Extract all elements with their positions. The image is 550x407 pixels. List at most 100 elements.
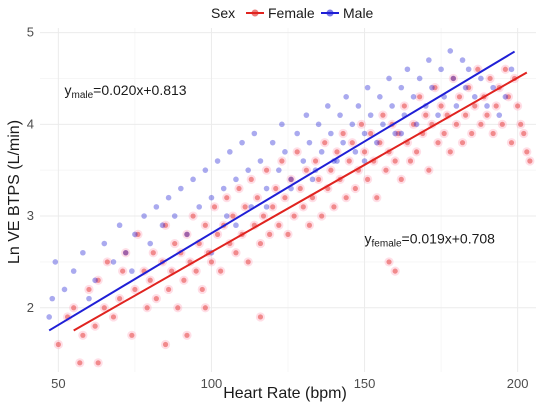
tick-labels: 50 100 150 200 2 3 4 5 (27, 25, 529, 391)
female-point-halo (265, 229, 275, 239)
female-point (508, 140, 515, 146)
female-point (202, 305, 208, 311)
male-point (471, 94, 478, 100)
female-point-halo (396, 174, 406, 184)
male-point (328, 130, 334, 137)
female-point-halo (108, 312, 119, 322)
female-point (319, 213, 325, 219)
female-point (518, 121, 524, 127)
male-point (309, 176, 316, 183)
female-point-halo (525, 156, 535, 166)
female-point (257, 240, 264, 247)
female-point (263, 167, 270, 173)
female-point-halo (115, 294, 125, 304)
legend-male-key (326, 9, 334, 17)
female-point (478, 121, 484, 127)
female-point-halo (222, 193, 232, 203)
female-point-halo (234, 183, 244, 194)
female-point (230, 213, 236, 219)
female-point (450, 75, 456, 82)
female-equation-text: =0.019x+0.708 (402, 231, 496, 247)
male-point (343, 94, 349, 100)
female-point-halo (350, 183, 360, 194)
female-point (515, 103, 521, 109)
female-point-halo (69, 303, 79, 313)
female-point (110, 314, 117, 320)
male-point (367, 112, 374, 118)
female-point-halo (84, 284, 94, 295)
female-point (383, 167, 389, 173)
female-point-halo (329, 202, 339, 212)
female-point-halo (430, 83, 440, 93)
female-point-halo (464, 83, 474, 93)
female-point-halo (405, 156, 416, 166)
female-point-halo (375, 138, 385, 148)
male-point (147, 240, 154, 247)
female-point-halo (424, 165, 434, 175)
female-point-halo (102, 257, 112, 267)
female-point-halo (182, 229, 192, 239)
male-point (288, 176, 294, 183)
male-point (233, 176, 239, 183)
female-point-halo (289, 211, 299, 221)
male-point (257, 158, 264, 164)
female-point-halo (460, 110, 471, 120)
female-point (95, 277, 101, 283)
female-point (361, 149, 368, 155)
female-point (438, 103, 444, 109)
female-point-halo (372, 193, 382, 203)
female-point (276, 222, 282, 228)
legend-male-label: Male (343, 5, 374, 21)
female-point (184, 332, 190, 338)
female-point-halo (240, 202, 250, 212)
female-point (328, 167, 334, 173)
female-fit-line (73, 71, 528, 332)
female-point-halo (286, 174, 296, 184)
female-point-halo (145, 275, 155, 285)
male-point (239, 139, 245, 146)
female-point (297, 185, 303, 192)
female-point (120, 268, 126, 274)
female-point (236, 185, 242, 192)
male-point (92, 277, 98, 284)
male-point (325, 103, 331, 109)
male-point (220, 185, 227, 192)
female-point-halo (160, 220, 171, 230)
male-point (86, 295, 92, 302)
female-point (340, 130, 346, 137)
male-point (447, 48, 454, 54)
female-point (499, 121, 505, 127)
female-point (300, 204, 306, 210)
female-point (343, 195, 349, 201)
male-point (214, 158, 221, 164)
female-point-halo (62, 312, 73, 322)
female-point (233, 250, 239, 256)
female-point (358, 121, 365, 127)
female-point (172, 240, 178, 247)
female-point (132, 286, 138, 293)
female-point-halo (179, 275, 189, 285)
female-point (242, 204, 248, 210)
female-point-halo (326, 165, 336, 175)
female-point (524, 149, 530, 155)
male-point (380, 121, 386, 128)
female-point-halo (522, 147, 532, 157)
male-point (355, 103, 362, 109)
female-point (55, 341, 61, 348)
female-point-halo (338, 128, 348, 139)
male-point (178, 185, 184, 192)
male-point (153, 204, 160, 210)
female-point-halo (252, 193, 262, 203)
female-point-halo (127, 330, 137, 340)
female-point (441, 130, 447, 137)
female-point (334, 149, 340, 155)
female-point (487, 75, 493, 82)
grid (40, 28, 536, 372)
male-point (364, 84, 371, 91)
female-point-halo (118, 266, 128, 276)
female-point-halo (231, 248, 241, 258)
female-point (254, 195, 260, 201)
female-points (53, 64, 535, 368)
female-point-halo (93, 275, 103, 285)
male-point (361, 158, 368, 164)
